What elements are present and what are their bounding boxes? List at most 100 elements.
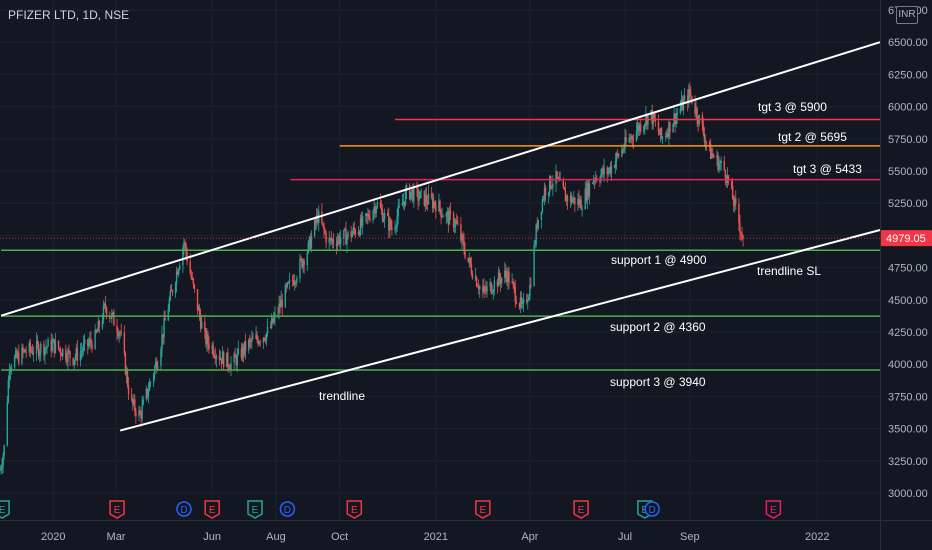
candle: [119, 330, 121, 339]
dividend-marker-icon[interactable]: D: [644, 501, 660, 517]
candle-body: [67, 350, 69, 362]
candle: [547, 191, 550, 204]
candle: [116, 319, 118, 341]
candle: [613, 164, 616, 169]
candle: [138, 405, 140, 422]
candle: [419, 191, 421, 199]
candle: [690, 86, 692, 103]
candle-body: [505, 270, 507, 276]
candle: [343, 229, 345, 246]
candle: [222, 350, 225, 370]
earnings-marker-icon[interactable]: E: [204, 500, 220, 519]
candle-body: [163, 318, 165, 338]
candle-body: [578, 198, 580, 205]
candle-body: [83, 339, 86, 344]
candle-body: [321, 211, 323, 224]
candle-body: [60, 354, 63, 357]
candle-body: [537, 219, 539, 229]
candle: [668, 118, 670, 146]
candle: [141, 396, 143, 423]
earnings-marker-icon[interactable]: E: [109, 500, 125, 519]
candle: [31, 344, 34, 356]
candle-body: [221, 352, 224, 364]
earnings-marker-icon[interactable]: E: [0, 500, 10, 519]
candle: [661, 135, 664, 144]
currency-badge[interactable]: INR: [896, 6, 918, 24]
candle-body: [580, 199, 582, 210]
candle: [508, 267, 510, 289]
candle-body: [657, 121, 660, 132]
candle: [536, 216, 538, 233]
candle: [322, 223, 324, 228]
candle: [408, 183, 411, 201]
candle: [215, 353, 218, 368]
candle-body: [35, 340, 38, 354]
candle: [323, 221, 325, 238]
candle: [230, 356, 232, 376]
candle: [192, 277, 195, 289]
candle-body: [672, 124, 674, 133]
candle: [395, 224, 397, 236]
candle-body: [302, 260, 304, 268]
candle-body: [139, 410, 141, 414]
candle: [658, 128, 661, 136]
candle: [87, 338, 89, 355]
candle: [37, 341, 40, 360]
dividend-marker-shape: [644, 501, 660, 517]
candle: [350, 225, 352, 243]
candle: [665, 131, 667, 142]
candle: [439, 199, 441, 215]
candle-body: [447, 212, 450, 225]
candle: [278, 295, 280, 320]
candle: [358, 229, 361, 238]
candle-body: [347, 231, 349, 237]
candle-body: [1, 465, 3, 469]
candle: [373, 198, 375, 220]
candle: [430, 186, 433, 200]
candle: [16, 347, 18, 359]
candle: [580, 195, 582, 210]
candle-body: [606, 167, 608, 174]
candle-body: [562, 179, 565, 188]
earnings-marker-icon[interactable]: E: [573, 500, 589, 519]
candle: [14, 346, 17, 360]
earnings-marker-icon[interactable]: E: [475, 500, 491, 519]
earnings-marker-icon[interactable]: E: [247, 500, 263, 519]
candle: [97, 316, 99, 332]
horizontal-levels: tgt 3 @ 5900 tgt 2 @ 5695 tgt 3 @ 5433 supp…: [1, 100, 880, 389]
candle: [67, 347, 69, 371]
candle: [374, 202, 376, 219]
candle: [445, 211, 447, 224]
candle: [313, 218, 316, 238]
dividend-marker-icon[interactable]: D: [279, 501, 296, 517]
candle-body: [368, 214, 370, 219]
earnings-marker-icon[interactable]: E: [765, 500, 782, 519]
dividend-marker-icon[interactable]: D: [176, 501, 192, 517]
event-marker-letter: D: [180, 505, 187, 516]
dividend-marker-shape: [176, 501, 192, 517]
candle-body: [632, 139, 635, 141]
candle: [475, 275, 478, 288]
candle: [0, 464, 1, 472]
candle: [719, 159, 721, 171]
candle-body: [278, 303, 280, 313]
candle-body: [10, 367, 13, 370]
candle: [300, 255, 302, 262]
candle-body: [226, 352, 228, 368]
candle-body: [307, 242, 310, 253]
candle-body: [75, 348, 77, 357]
earnings-marker-icon[interactable]: E: [346, 500, 363, 519]
candle-body: [350, 231, 352, 238]
candle: [258, 340, 260, 346]
candle-body: [564, 190, 567, 202]
candle: [43, 340, 45, 361]
candle: [32, 346, 35, 362]
candle-body: [201, 321, 203, 329]
candle-body: [397, 206, 399, 217]
candle: [368, 209, 370, 221]
candle: [51, 334, 53, 354]
candle-body: [322, 223, 324, 225]
earnings-marker-shape: [204, 500, 220, 519]
candle-body: [308, 236, 311, 243]
